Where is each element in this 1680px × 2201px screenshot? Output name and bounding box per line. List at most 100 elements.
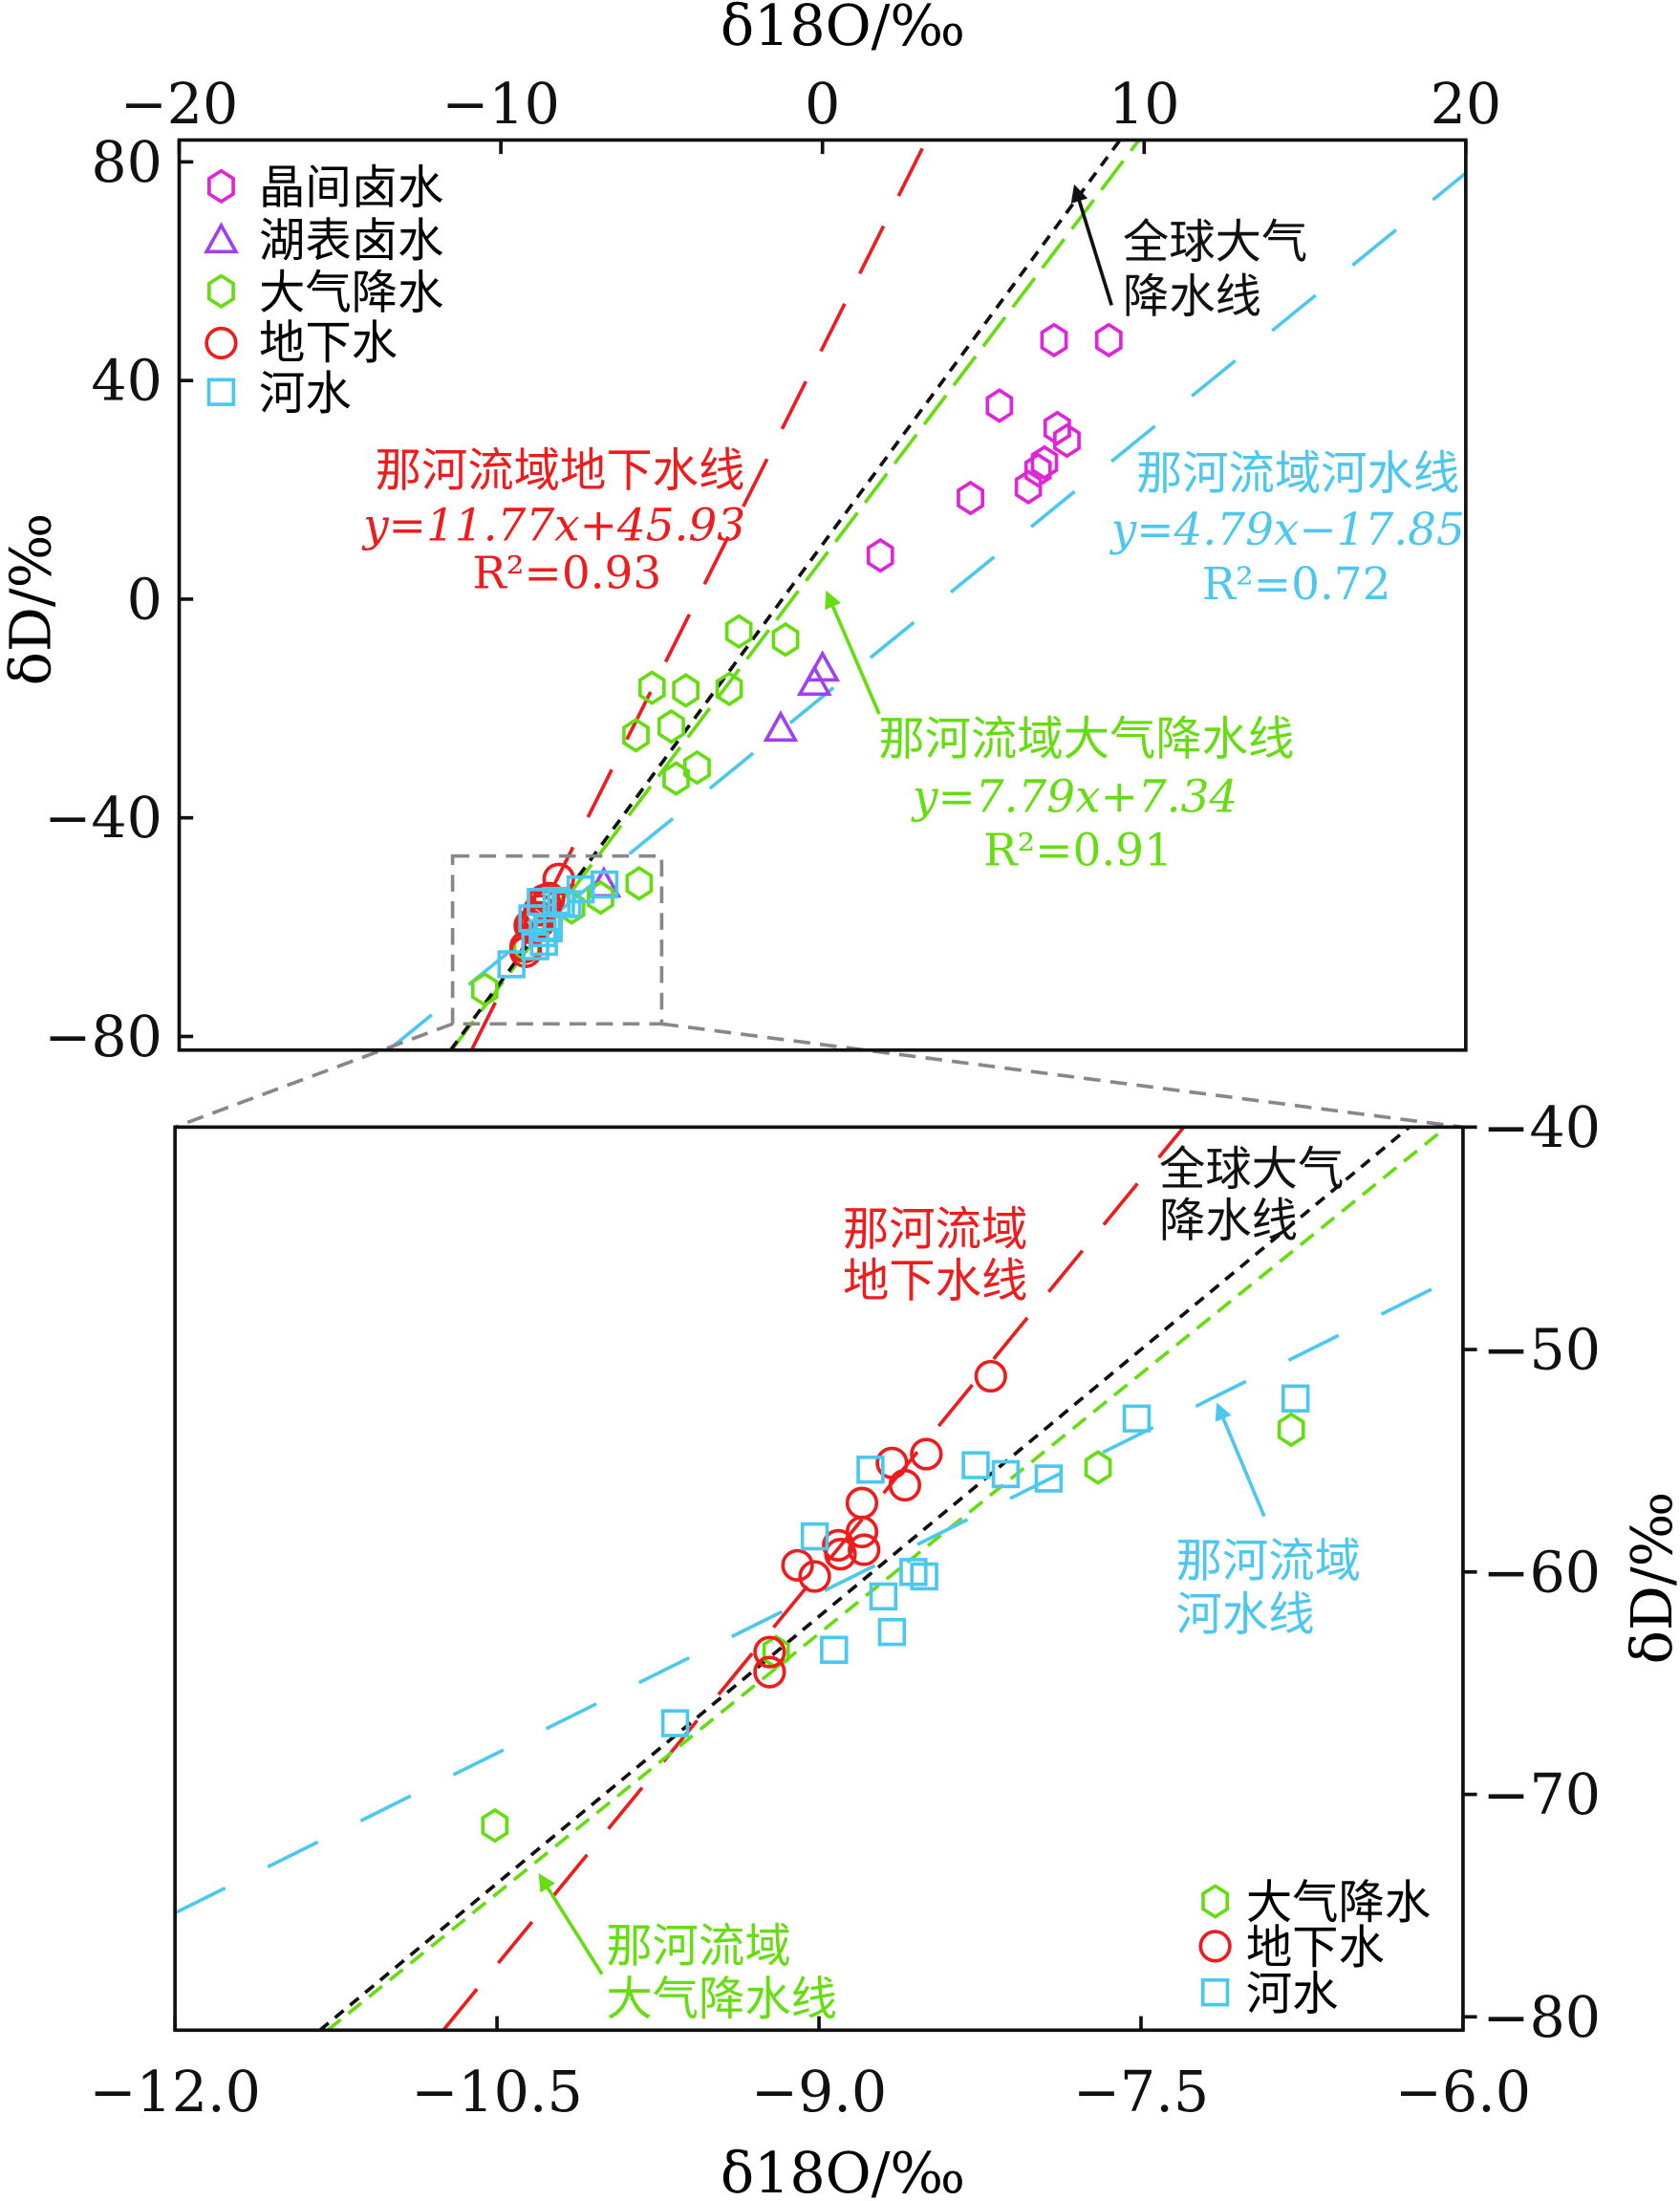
river-line-r2: R²=0.72 [1202, 558, 1391, 611]
data-point [715, 671, 743, 707]
data-point [660, 1709, 690, 1737]
gmwl-label-line2: 降水线 [1159, 1195, 1298, 1248]
y-tick-label: −80 [44, 1004, 162, 1069]
precip-arrow-icon [538, 1873, 604, 1975]
gmwl-label-line1: 全球大气 [1123, 216, 1307, 270]
legend-marker-icon [1201, 1884, 1230, 1919]
groundwater-label-line2: 地下水线 [843, 1255, 1027, 1308]
data-point [1084, 1450, 1112, 1485]
data-point [798, 1560, 831, 1593]
data-point [824, 1538, 857, 1571]
data-point [1094, 322, 1123, 358]
y-tick-label: −80 [1482, 1985, 1601, 2050]
bottom-annotations: 那河流域 地下水线 全球大气 降水线 那河流域 河水线 那河流域 大气降水线 [538, 1142, 1361, 2026]
data-point [590, 870, 619, 899]
data-point [781, 1548, 814, 1582]
y-tick-label: 40 [91, 349, 162, 414]
data-point [521, 932, 549, 960]
legend-marker-icon [207, 273, 235, 310]
precip-label-line1: 那河流域 [606, 1919, 790, 1973]
data-point [637, 670, 666, 705]
legend-label: 河水 [259, 367, 352, 421]
precip-line-label: 那河流域大气降水线 [878, 713, 1294, 766]
legend-label: 大气降水 [1246, 1876, 1431, 1930]
data-point [1277, 1412, 1305, 1448]
data-point [753, 1655, 786, 1689]
regression-line [326, 1127, 1448, 2031]
top-legend: 晶间卤水 湖表卤水 大气降水 地下水 河水 [204, 161, 443, 421]
x-tick-label: −9.0 [751, 2060, 887, 2125]
data-point [805, 650, 841, 682]
data-point [961, 1451, 990, 1479]
regression-line [450, 140, 1141, 1050]
bottom-legend: 大气降水 地下水 河水 [1198, 1876, 1431, 2020]
river-line-label: 那河流域河水线 [1136, 446, 1459, 500]
data-point [888, 1468, 922, 1502]
river-label-line1: 那河流域 [1176, 1535, 1361, 1588]
data-point [1281, 1384, 1310, 1413]
data-point [724, 614, 753, 650]
regression-line [318, 1127, 1411, 2031]
zoom-connector [174, 1022, 454, 1130]
data-point [657, 708, 685, 744]
x-tick-label: −10.5 [411, 2060, 583, 2125]
data-point [1040, 322, 1068, 358]
data-point [587, 879, 614, 916]
data-point [1030, 444, 1059, 481]
bottom-y-axis-title: δD/‰ [1620, 1492, 1680, 1665]
groundwater-line-equation: y=11.77x+45.93 [361, 499, 745, 551]
top-plot-frame [177, 138, 1468, 1052]
data-point [957, 480, 984, 516]
legend-marker-icon [1200, 1977, 1230, 2007]
data-point [820, 1635, 849, 1664]
legend-label: 大气降水 [259, 266, 443, 319]
y-tick-label: 0 [127, 567, 162, 632]
x-tick-label: −12.0 [89, 2060, 261, 2125]
y-tick-label: −50 [1482, 1318, 1601, 1383]
legend-label: 河水 [1246, 1967, 1339, 2020]
river-label-line2: 河水线 [1176, 1587, 1315, 1641]
data-point [1043, 410, 1071, 446]
y-tick-label: −60 [1482, 1540, 1601, 1605]
data-point [991, 1459, 1021, 1489]
data-point [1014, 469, 1043, 505]
river-line-equation: y=4.79x−17.85 [1109, 504, 1465, 556]
data-point [866, 537, 894, 573]
legend-marker-icon [204, 222, 239, 254]
top-x-axis-title: δ18O/‰ [721, 0, 965, 58]
data-point [470, 972, 499, 1007]
data-point [682, 749, 711, 786]
data-point [763, 710, 799, 743]
top-y-axis-title: δD/‰ [0, 513, 64, 686]
data-point [481, 1807, 509, 1844]
data-point [622, 717, 650, 753]
zoom-indicator [174, 853, 1464, 1130]
data-point [662, 761, 690, 796]
river-arrow-icon [1215, 1402, 1266, 1518]
x-tick-label: 0 [805, 72, 840, 137]
x-tick-label: 20 [1431, 72, 1502, 137]
bottom-plot-frame [173, 1125, 1465, 2033]
x-tick-label: 10 [1109, 72, 1180, 137]
gmwl-arrow-icon [1070, 183, 1113, 306]
data-point [1023, 452, 1052, 488]
legend-marker-icon [206, 378, 236, 406]
bottom-x-axis-title: δ18O/‰ [721, 2141, 965, 2201]
legend-marker-icon [207, 168, 235, 205]
data-point [497, 950, 526, 979]
data-point [529, 927, 558, 957]
data-point [869, 1582, 898, 1611]
precip-line-equation: y=7.79x+7.34 [911, 771, 1238, 824]
y-tick-label: 80 [91, 130, 162, 195]
data-point [771, 621, 800, 658]
y-tick-label: −40 [44, 786, 162, 851]
data-point [1122, 1404, 1152, 1433]
x-tick-label: −20 [120, 72, 239, 137]
x-tick-label: −10 [442, 72, 560, 137]
top-panel-ticks: −20 −10 0 10 20 80 40 0 −40 −80 [44, 72, 1501, 1069]
data-point [796, 664, 832, 697]
legend-label: 地下水 [259, 316, 398, 370]
legend-marker-icon [205, 326, 238, 360]
legend-label: 地下水 [1246, 1921, 1385, 1974]
